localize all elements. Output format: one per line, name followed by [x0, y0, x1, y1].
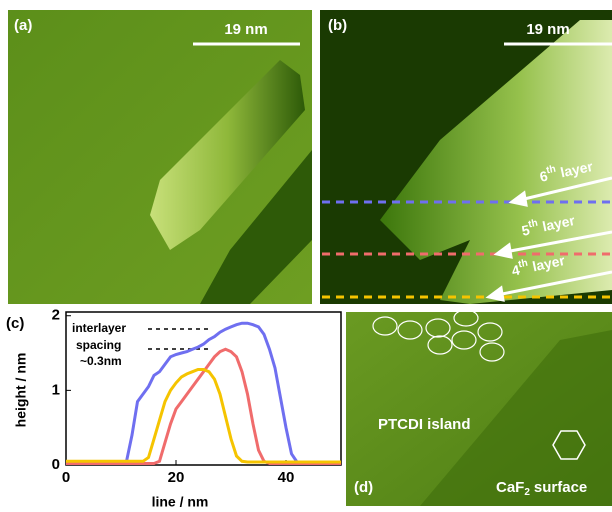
x-axis-label: line / nm: [152, 494, 209, 510]
x-tick-label: 20: [168, 469, 185, 486]
scale-text: 19 nm: [224, 21, 267, 38]
y-axis-label: height / nm: [13, 353, 29, 428]
panel-label: (b): [328, 17, 347, 34]
annotation: interlayer: [72, 321, 126, 335]
panel-label: (a): [14, 17, 32, 34]
panel-c: (c) line / nm height / nm interlayer spa…: [6, 307, 341, 510]
y-tick-label: 2: [52, 307, 60, 324]
figure: (a) 19 nm (b) 19 nm 6thlayer5thlayer4thl…: [0, 0, 612, 512]
panel-label: (c): [6, 315, 24, 332]
panel-label: (d): [354, 479, 373, 496]
panel-a: (a) 19 nm: [8, 10, 312, 304]
island-label: PTCDI island: [378, 416, 471, 433]
annotation: spacing: [76, 338, 121, 352]
scale-text: 19 nm: [526, 21, 569, 38]
y-tick-label: 0: [52, 456, 60, 473]
y-tick-label: 1: [52, 381, 60, 398]
x-tick-label: 40: [278, 469, 295, 486]
x-tick-label: 0: [62, 469, 70, 486]
annotation: ~0.3nm: [80, 354, 122, 368]
